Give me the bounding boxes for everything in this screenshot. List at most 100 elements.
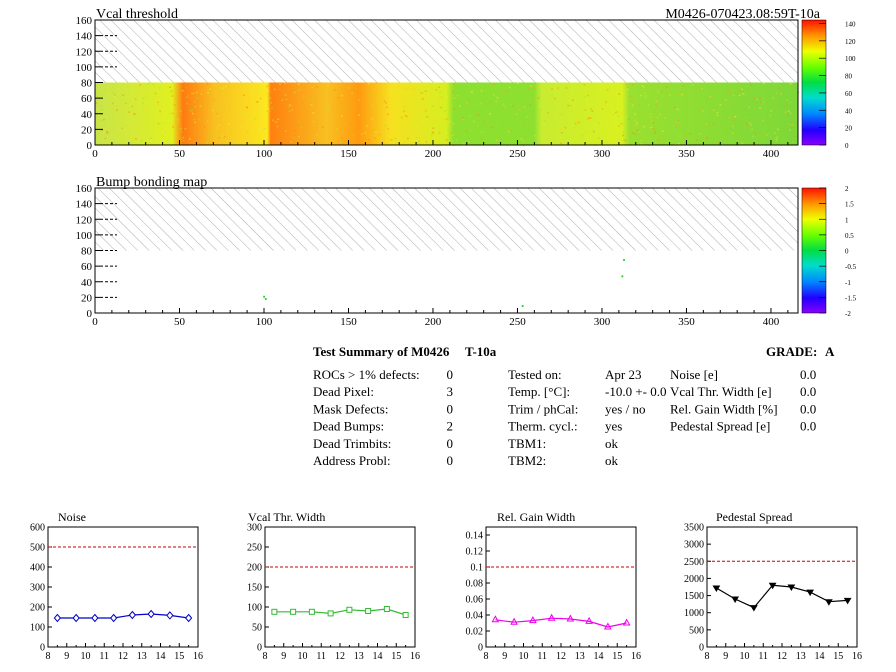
vcal-pixel (530, 85, 532, 87)
trend-ytick-label: 200 (30, 603, 45, 614)
vcal-pixel (178, 122, 180, 124)
vcal-pixel (643, 92, 646, 95)
vcal-pixel (620, 112, 623, 114)
bump-bonding-map: 0 50 100 150 200 250 300 350 4000204060801001201… (76, 175, 857, 328)
trend-point (290, 608, 297, 615)
vcal-pixel (308, 84, 311, 86)
vcal-pixel (640, 94, 642, 97)
vcal-pixel (177, 119, 180, 121)
vcal-pixel (706, 137, 708, 140)
trend-xtick-label: 13 (137, 651, 147, 662)
vcal-pixel (106, 132, 109, 134)
vcal-pixel (243, 94, 246, 97)
vcal-pixel (485, 123, 487, 125)
vcal-pixel (122, 94, 125, 96)
vcal-pixel (650, 126, 653, 129)
bump-xtick-label: 150 (340, 316, 357, 328)
vcal-pixel (506, 84, 509, 87)
vcal-pixel (750, 84, 752, 87)
vcal-pixel (789, 83, 792, 85)
vcal-pixel (287, 142, 289, 144)
vcal-pixel (189, 100, 191, 103)
vcal-pixel (193, 101, 196, 103)
bump-ytick-label: 100 (76, 230, 93, 242)
vcal-pixel (173, 104, 176, 106)
vcal-pixel (188, 133, 191, 135)
vcal-pixel (657, 90, 659, 93)
vcal-pixel (617, 99, 619, 101)
vcal-pixel (572, 127, 575, 130)
vcal-pixel (343, 115, 346, 118)
vcal-pixel (150, 137, 152, 139)
vcal-pixel (207, 140, 209, 142)
vcal-pixel (364, 141, 367, 143)
vcal-pixel (294, 82, 297, 84)
vcal-pixel (344, 123, 347, 126)
vcal-pixel (518, 108, 521, 110)
trend-ytick-label: 0 (699, 643, 704, 654)
vcal-pixel (789, 129, 791, 131)
vcal-pixel (124, 102, 127, 105)
vcal-pixel (604, 102, 607, 104)
vcal-pixel (684, 135, 687, 137)
vcal-pixel (634, 113, 636, 115)
bump-colorbar-tick-label: -2 (845, 310, 851, 318)
trend-xtick-label: 12 (777, 651, 787, 662)
widths-list: Noise [e] 0.0 Vcal Thr. Width [e] 0.0 Rel. G… (670, 367, 816, 434)
vcal-pixel (185, 96, 188, 99)
defect-value: 0 (447, 401, 454, 416)
vcal-pixel (634, 119, 637, 122)
vcal-pixel (447, 122, 450, 124)
vcal-pixel (768, 132, 771, 135)
bump-point (623, 259, 625, 261)
vcal-pixel (561, 113, 563, 116)
vcal-pixel (108, 103, 111, 106)
vcal-colorbar-tick-label: 0 (845, 142, 849, 150)
vcal-pixel (163, 128, 166, 130)
vcal-pixel (713, 123, 715, 126)
vcal-pixel (251, 139, 254, 141)
vcal-pixel (471, 91, 474, 94)
trend-point (271, 608, 278, 615)
vcal-pixel (564, 127, 567, 129)
vcal-pixel (297, 83, 300, 86)
vcal-pixel (659, 104, 662, 107)
vcal-pixel (681, 93, 684, 96)
vcal-pixel (193, 118, 196, 121)
vcal-pixel (644, 97, 647, 99)
vcal-pixel (430, 133, 433, 136)
vcal-pixel (298, 89, 301, 91)
vcal-pixel (121, 84, 124, 87)
vcal-pixel (432, 132, 435, 134)
vcal-pixel (570, 105, 572, 107)
vcal-pixel (493, 83, 495, 86)
vcal-pixel (546, 89, 548, 91)
vcal-pixel (166, 140, 169, 142)
vcal-pixel (431, 131, 434, 133)
vcal-pixel (139, 84, 141, 86)
trend-point (308, 608, 315, 615)
vcal-pixel (131, 105, 134, 108)
vcal-xtick-label: 300 (594, 148, 611, 160)
vcal-pixel (622, 134, 625, 137)
vcal-map-title: Vcal threshold (96, 7, 178, 22)
vcal-pixel (676, 108, 679, 111)
vcal-pixel (120, 122, 123, 124)
vcal-pixel (625, 140, 627, 142)
vcal-pixel (121, 127, 123, 129)
vcal-pixel (591, 110, 594, 112)
vcal-pixel (255, 90, 257, 92)
trend-xtick-label: 11 (537, 651, 547, 662)
vcal-pixel (127, 86, 129, 89)
trend-chart-2: Vcal Thr. Width 8 9 10 11 12 13 14 15 16 0 50 100 150… (247, 510, 420, 662)
vcal-pixel (239, 126, 242, 129)
vcal-pixel (716, 114, 719, 117)
vcal-pixel (712, 109, 715, 111)
vcal-pixel (495, 139, 498, 142)
vcal-pixel (184, 83, 187, 85)
bump-map-points (263, 259, 625, 307)
bump-ytick-label: 40 (81, 277, 93, 289)
vcal-pixel (603, 119, 606, 121)
vcal-colorbar-tick-label: 80 (845, 73, 853, 81)
